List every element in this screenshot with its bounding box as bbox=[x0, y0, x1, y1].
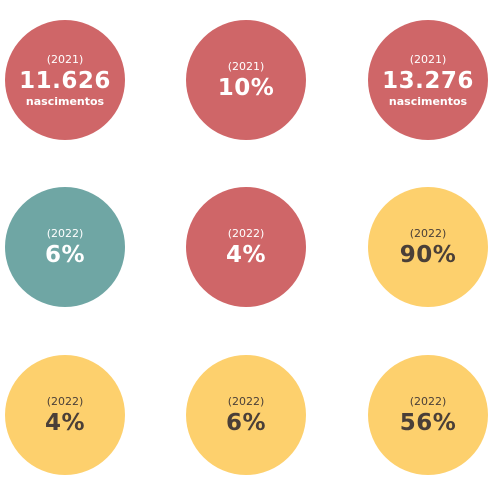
stat-value: 6% bbox=[225, 409, 267, 436]
stat-year: (2022) bbox=[409, 394, 447, 408]
stat-unit: nascimentos bbox=[25, 94, 105, 108]
stat-year: (2022) bbox=[409, 226, 447, 240]
stat-circle: (2022) 4% bbox=[5, 355, 125, 475]
stat-unit: nascimentos bbox=[388, 94, 468, 108]
stat-value: 4% bbox=[44, 409, 86, 436]
stat-value: 6% bbox=[44, 241, 86, 268]
stat-year: (2021) bbox=[46, 52, 84, 66]
stat-circle: (2022) 90% bbox=[368, 187, 488, 307]
stat-year: (2021) bbox=[409, 52, 447, 66]
stat-circle: (2021) 13.276 nascimentos bbox=[368, 20, 488, 140]
stat-value: 11.626 bbox=[19, 67, 111, 94]
stat-value: 13.276 bbox=[382, 67, 474, 94]
stat-circle: (2022) 6% bbox=[186, 355, 306, 475]
stat-circle: (2022) 4% bbox=[186, 187, 306, 307]
stat-year: (2022) bbox=[46, 394, 84, 408]
stat-value: 4% bbox=[225, 241, 267, 268]
stat-year: (2022) bbox=[46, 226, 84, 240]
stat-circle: (2022) 6% bbox=[5, 187, 125, 307]
stat-value: 10% bbox=[217, 74, 275, 101]
stat-circle: (2022) 56% bbox=[368, 355, 488, 475]
stat-circle: (2021) 10% bbox=[186, 20, 306, 140]
stat-year: (2021) bbox=[227, 59, 265, 73]
stat-value: 90% bbox=[399, 241, 457, 268]
stat-year: (2022) bbox=[227, 394, 265, 408]
stat-year: (2022) bbox=[227, 226, 265, 240]
stat-circle: (2021) 11.626 nascimentos bbox=[5, 20, 125, 140]
stat-value: 56% bbox=[399, 409, 457, 436]
